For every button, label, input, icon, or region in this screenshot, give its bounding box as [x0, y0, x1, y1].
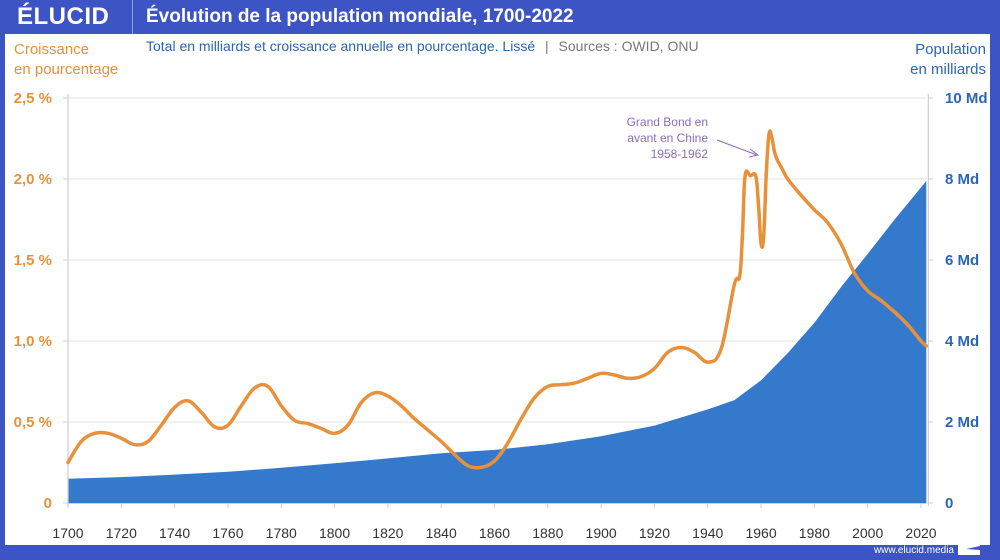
subtitle-text: Total en milliards et croissance annuell… — [146, 38, 536, 54]
right-axis-title-line1: Population — [915, 41, 986, 58]
left-tick-label: 2,5 % — [14, 90, 52, 107]
x-tick-label: 1860 — [479, 525, 510, 541]
x-tick-label: 1720 — [106, 525, 137, 541]
right-tick-label: 6 Md — [945, 252, 979, 269]
annotation-text: Grand Bond en — [627, 115, 708, 129]
footer-url[interactable]: www.elucid.media — [873, 545, 954, 556]
annotation-arrowhead-icon — [748, 148, 760, 158]
chart-title: Évolution de la population mondiale, 170… — [146, 6, 574, 27]
left-axis-title: Croissance en pourcentage — [14, 40, 118, 80]
elucid-logo[interactable]: ÉLUCID — [17, 3, 110, 30]
left-axis-title-line1: Croissance — [14, 41, 90, 58]
right-tick-label: 0 — [945, 495, 953, 512]
right-axis-title-line2: en milliards — [910, 61, 986, 78]
chart-subtitle: Total en milliards et croissance annuell… — [146, 38, 699, 54]
annotation-text: avant en Chine — [627, 131, 708, 145]
growth-line — [66, 129, 929, 470]
x-tick-label: 1780 — [266, 525, 297, 541]
x-tick-label: 1880 — [532, 525, 563, 541]
x-tick-label: 1940 — [692, 525, 723, 541]
x-tick-label: 2020 — [905, 525, 936, 541]
x-tick-label: 2000 — [852, 525, 883, 541]
subtitle-separator: | — [545, 38, 549, 54]
x-tick-label: 1800 — [319, 525, 350, 541]
x-tick-label: 1980 — [799, 525, 830, 541]
x-tick-label: 1840 — [426, 525, 457, 541]
left-axis-title-line2: en pourcentage — [14, 61, 119, 78]
right-tick-label: 2 Md — [945, 414, 979, 431]
population-area — [68, 181, 927, 503]
x-tick-label: 1740 — [159, 525, 190, 541]
x-tick-label: 1820 — [372, 525, 403, 541]
header-divider — [132, 0, 133, 34]
left-tick-label: 1,5 % — [14, 252, 52, 269]
elucid-flag-icon — [958, 541, 980, 555]
right-axis-title: Population en milliards — [910, 40, 986, 80]
x-tick-label: 1960 — [745, 525, 776, 541]
x-tick-label: 1760 — [212, 525, 243, 541]
right-tick-label: 8 Md — [945, 171, 979, 188]
left-tick-label: 0,5 % — [14, 414, 52, 431]
right-tick-label: 10 Md — [945, 90, 988, 107]
left-tick-label: 0 — [44, 495, 52, 512]
x-tick-label: 1900 — [586, 525, 617, 541]
x-tick-label: 1920 — [639, 525, 670, 541]
right-tick-label: 4 Md — [945, 333, 979, 350]
left-tick-label: 1,0 % — [14, 333, 52, 350]
subtitle-sources: Sources : OWID, ONU — [558, 38, 699, 54]
x-tick-label: 1700 — [52, 525, 83, 541]
annotation-text: 1958-1962 — [651, 147, 709, 161]
header-bar — [0, 0, 1000, 34]
left-tick-label: 2,0 % — [14, 171, 52, 188]
annotation-arrow — [716, 139, 758, 156]
